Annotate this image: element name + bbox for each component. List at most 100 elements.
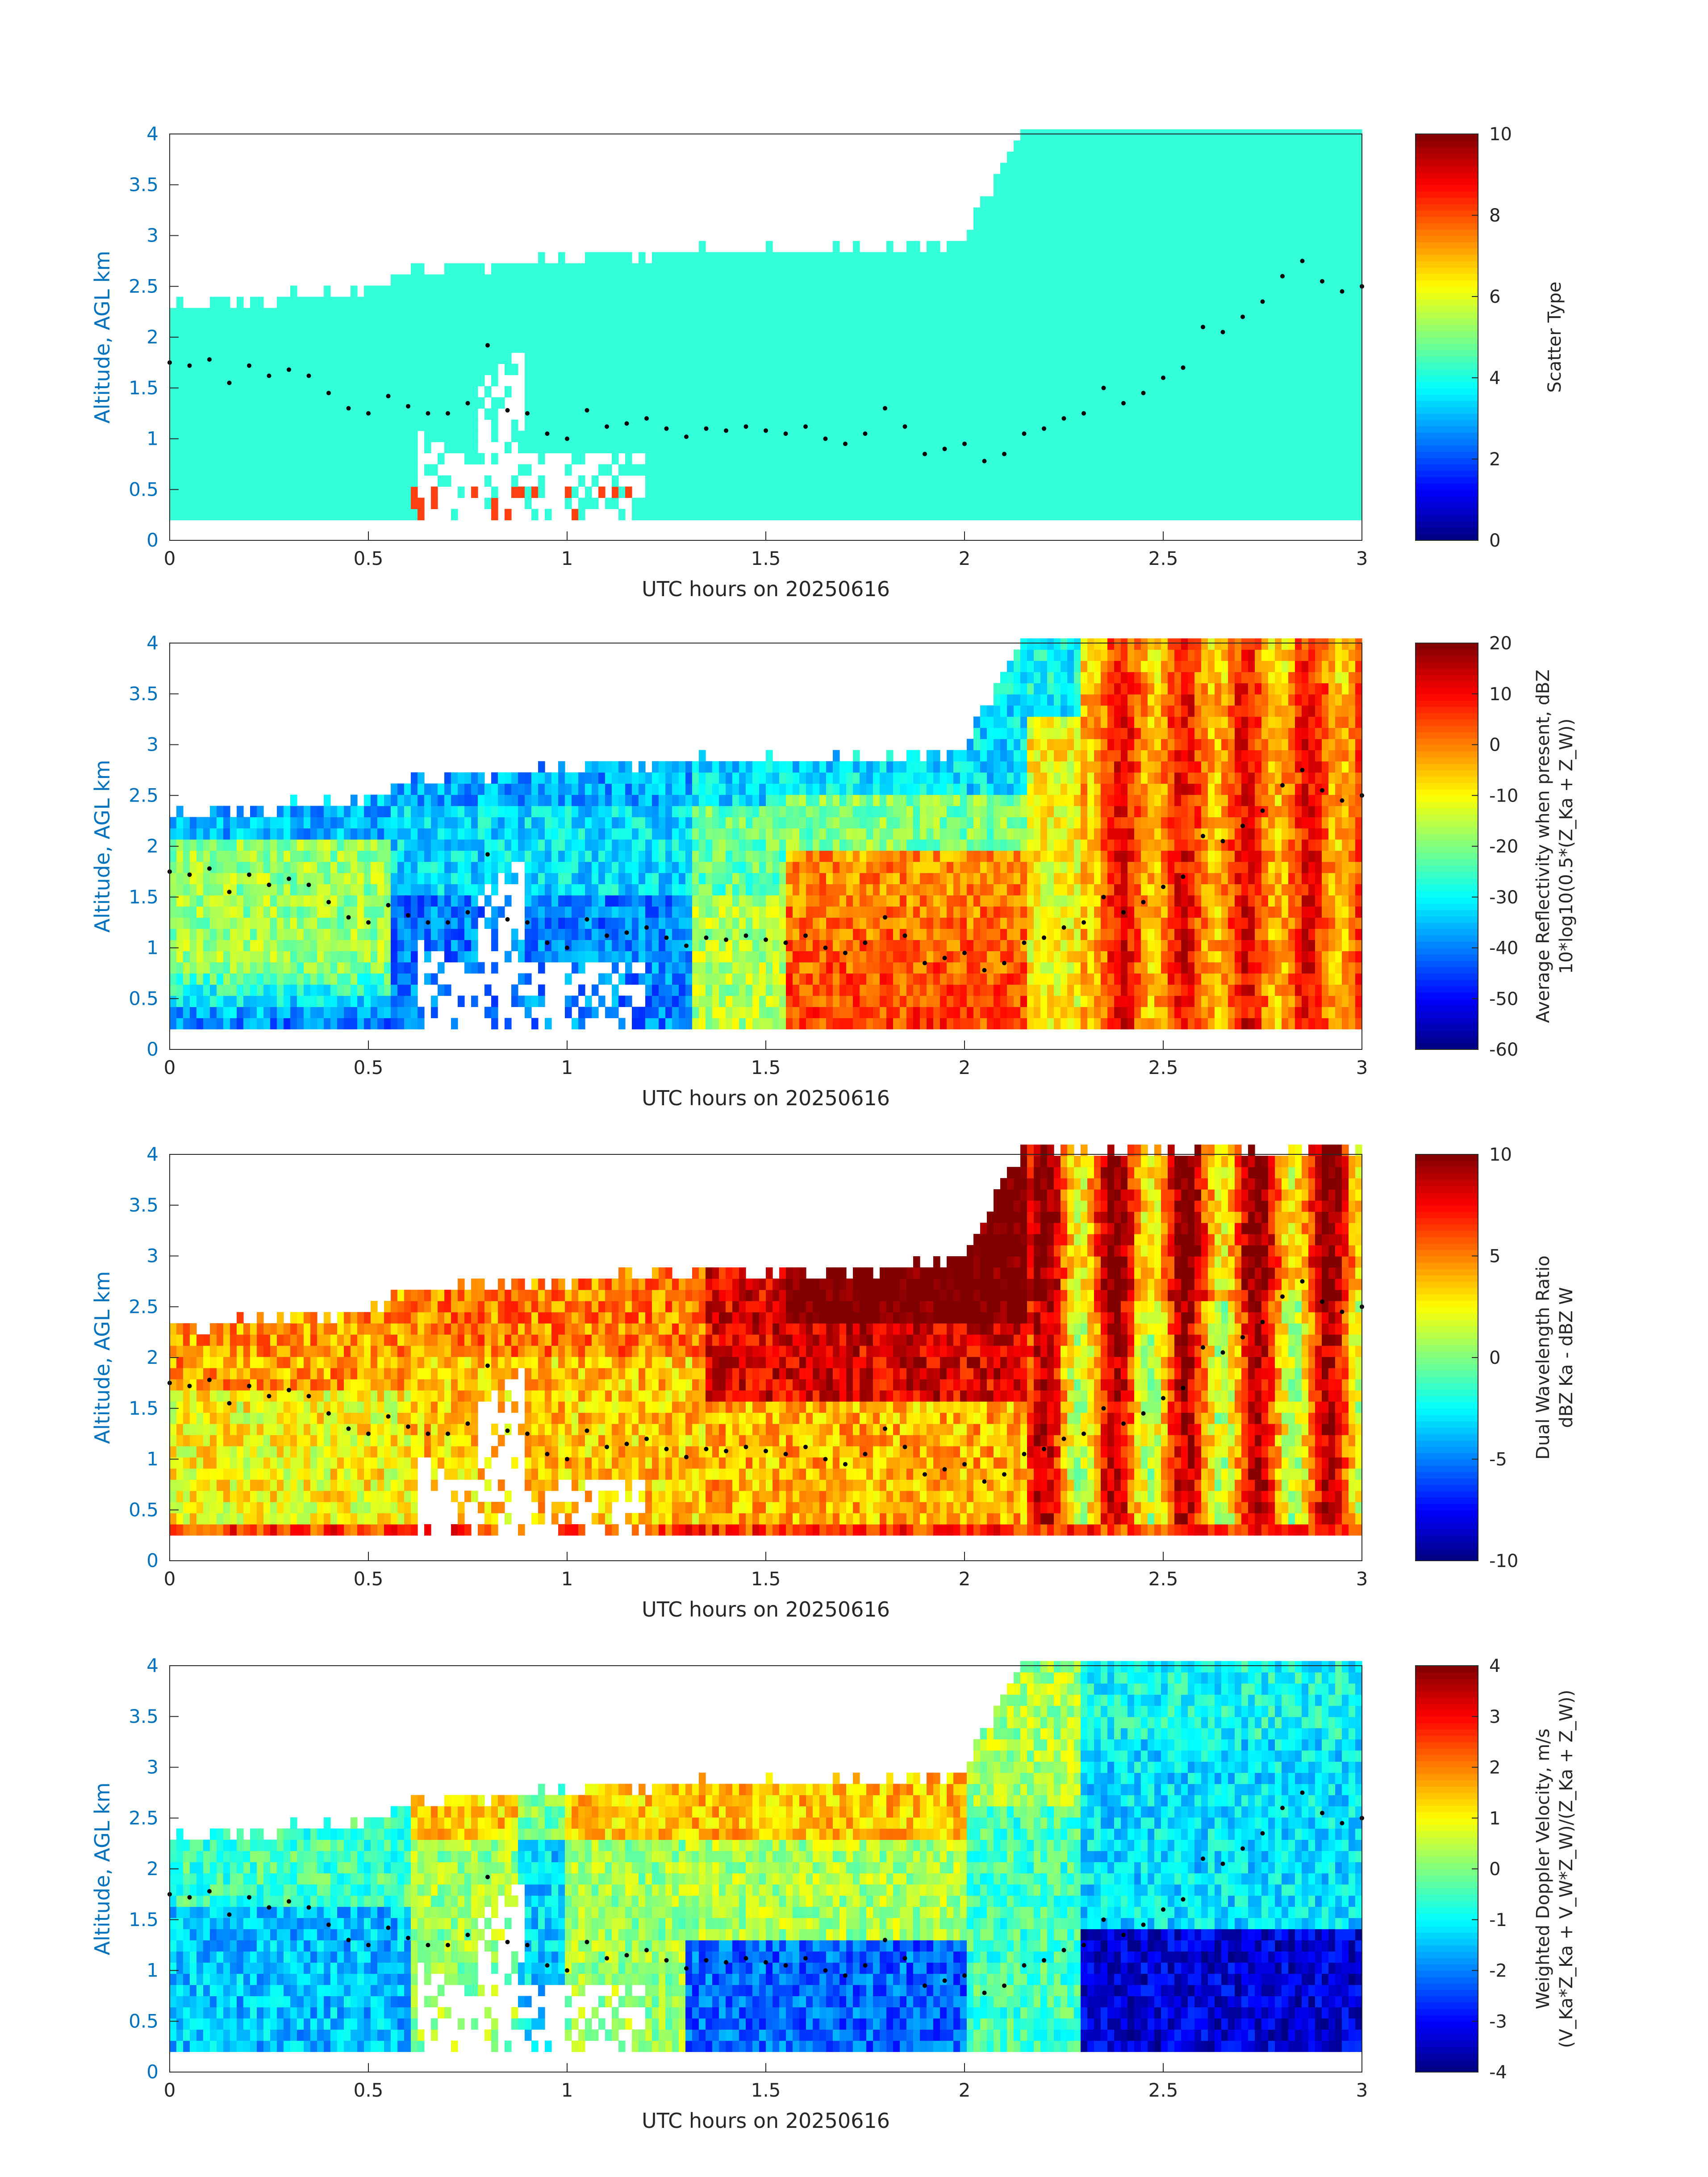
heatmap-cell xyxy=(1007,464,1014,476)
heatmap-cell xyxy=(940,408,947,420)
heatmap-cell xyxy=(719,453,726,465)
heatmap-cell xyxy=(1121,129,1128,141)
heatmap-cell xyxy=(1228,163,1235,175)
heatmap-cell xyxy=(1054,419,1061,431)
heatmap-cell xyxy=(1148,497,1155,510)
heatmap-cell xyxy=(605,386,612,398)
heatmap-cell xyxy=(819,341,827,353)
heatmap-cell xyxy=(799,509,806,521)
heatmap-cell xyxy=(1328,163,1336,175)
heatmap-cell xyxy=(759,497,766,510)
heatmap-cell xyxy=(813,274,820,286)
heatmap-cell xyxy=(987,263,994,275)
heatmap-cell xyxy=(431,397,438,409)
heatmap-cell xyxy=(1107,509,1115,521)
heatmap-cell xyxy=(1081,375,1088,387)
heatmap-cell xyxy=(1248,196,1255,208)
heatmap-cell xyxy=(752,375,760,387)
heatmap-cell xyxy=(1235,151,1242,163)
heatmap-cell xyxy=(277,375,284,387)
heatmap-cell xyxy=(243,419,251,431)
marker-point xyxy=(187,363,192,368)
heatmap-cell xyxy=(525,442,532,454)
heatmap-cell xyxy=(866,375,873,387)
heatmap-cell xyxy=(893,419,900,431)
heatmap-cell xyxy=(726,274,733,286)
heatmap-cell xyxy=(1067,174,1074,186)
heatmap-cell xyxy=(886,297,894,309)
heatmap-cell xyxy=(1349,140,1356,152)
heatmap-cell xyxy=(913,352,920,364)
heatmap-cell xyxy=(1268,497,1275,510)
heatmap-cell xyxy=(424,285,431,297)
heatmap-cell xyxy=(364,285,371,297)
heatmap-cell xyxy=(176,330,184,342)
heatmap-cell xyxy=(799,475,806,487)
heatmap-cell xyxy=(1201,196,1208,208)
heatmap-cell xyxy=(277,319,284,331)
heatmap-cell xyxy=(210,408,217,420)
heatmap-cell xyxy=(592,352,599,364)
heatmap-cell xyxy=(1342,196,1349,208)
heatmap-cell xyxy=(1014,274,1021,286)
heatmap-cell xyxy=(1255,319,1262,331)
heatmap-cell xyxy=(377,408,384,420)
heatmap-cell xyxy=(639,308,646,320)
heatmap-cell xyxy=(1154,274,1161,286)
heatmap-cell xyxy=(1007,352,1014,364)
heatmap-cell xyxy=(1268,464,1275,476)
heatmap-cell xyxy=(1315,475,1322,487)
heatmap-cell xyxy=(1174,330,1182,342)
heatmap-cell xyxy=(1188,475,1195,487)
heatmap-cell xyxy=(860,263,867,275)
heatmap-cell xyxy=(511,419,518,431)
heatmap-cell xyxy=(913,252,920,264)
heatmap-cell xyxy=(706,386,713,398)
heatmap-cell xyxy=(1288,430,1295,443)
heatmap-cell xyxy=(813,263,820,275)
heatmap-cell xyxy=(1275,341,1282,353)
heatmap-cell xyxy=(1328,308,1336,320)
heatmap-cell xyxy=(592,386,599,398)
heatmap-cell xyxy=(1174,241,1182,253)
heatmap-cell xyxy=(196,397,204,409)
heatmap-cell xyxy=(1174,352,1182,364)
heatmap-cell xyxy=(196,430,204,443)
heatmap-cell xyxy=(1295,341,1302,353)
heatmap-cell xyxy=(659,297,666,309)
heatmap-cell xyxy=(1355,274,1362,286)
heatmap-cell xyxy=(886,319,894,331)
heatmap-cell xyxy=(1302,330,1309,342)
heatmap-cell xyxy=(699,297,706,309)
heatmap-cell xyxy=(873,308,880,320)
heatmap-cell xyxy=(766,430,773,443)
heatmap-cell xyxy=(1248,230,1255,242)
heatmap-cell xyxy=(652,408,659,420)
heatmap-cell xyxy=(223,984,230,996)
heatmap-cell xyxy=(618,375,626,387)
heatmap-cell xyxy=(377,364,384,376)
heatmap-cell xyxy=(1342,252,1349,264)
heatmap-cell xyxy=(411,319,418,331)
heatmap-cell xyxy=(243,817,251,829)
heatmap-cell xyxy=(230,884,237,896)
heatmap-cell xyxy=(1201,129,1208,141)
heatmap-cell xyxy=(297,364,304,376)
heatmap-cell xyxy=(618,285,626,297)
heatmap-cell xyxy=(1335,174,1342,186)
heatmap-cell xyxy=(813,509,820,521)
heatmap-cell xyxy=(779,509,786,521)
heatmap-cell xyxy=(625,263,632,275)
heatmap-cell xyxy=(317,419,324,431)
heatmap-cell xyxy=(397,397,405,409)
heatmap-cell xyxy=(612,497,619,510)
heatmap-reflectivity xyxy=(170,638,1362,1030)
heatmap-cell xyxy=(605,285,612,297)
heatmap-cell xyxy=(994,297,1001,309)
heatmap-cell xyxy=(1201,297,1208,309)
heatmap-cell xyxy=(980,464,987,476)
heatmap-cell xyxy=(424,319,431,331)
heatmap-cell xyxy=(1014,453,1021,465)
heatmap-cell xyxy=(726,453,733,465)
